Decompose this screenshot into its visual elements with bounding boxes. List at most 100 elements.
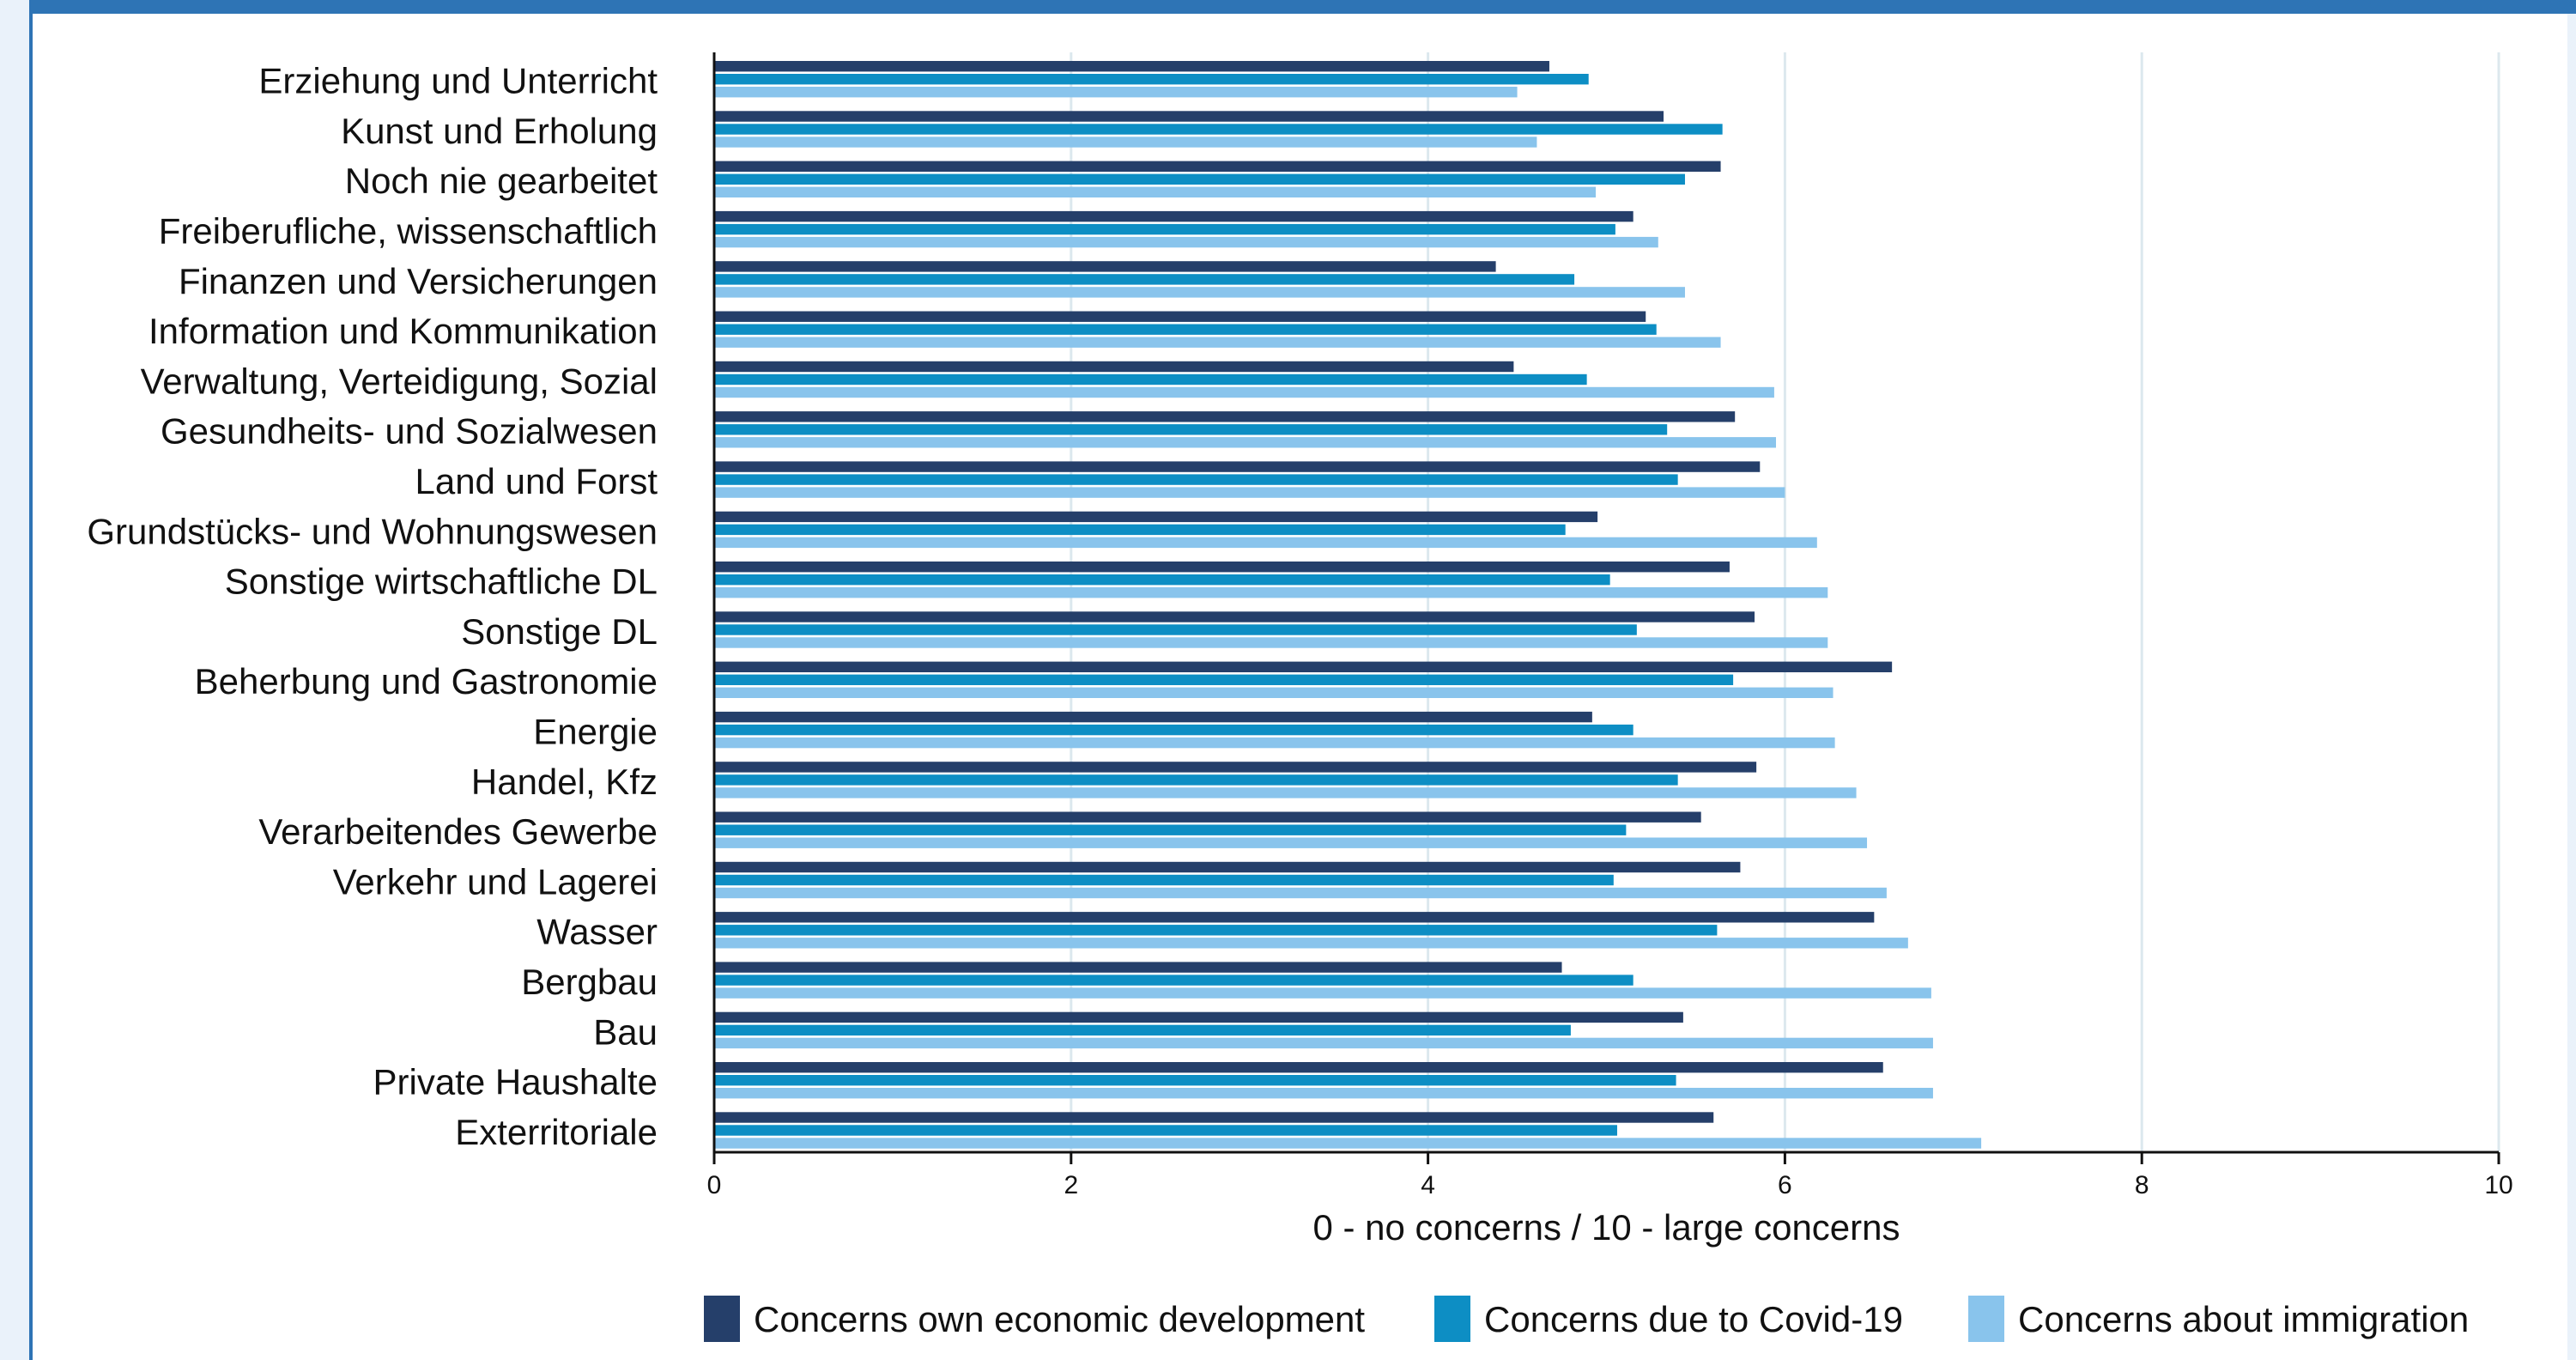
legend-swatch-series-3 — [1968, 1296, 2004, 1342]
bar-kunst-und-erholung-series-2 — [714, 124, 1723, 135]
bar-wasser-series-3 — [714, 938, 1908, 949]
bar-verarbeitendes-gewerbe-series-3 — [714, 837, 1868, 848]
chart-panel: Erziehung und Unterricht Kunst und Erholu… — [33, 14, 2567, 1360]
x-axis-title: 0 - no concerns / 10 - large concerns — [1312, 1207, 1900, 1248]
category-label: Sonstige DL — [461, 611, 658, 652]
category-label: Kunst und Erholung — [341, 111, 658, 151]
bar-erziehung-und-unterricht-series-2 — [714, 74, 1589, 85]
bar-land-und-forst-series-1 — [714, 461, 1761, 472]
bars — [714, 61, 1982, 1149]
bar-gesundheits-und-sozialwesen-series-1 — [714, 411, 1736, 422]
category-label: Exterritoriale — [455, 1112, 658, 1152]
bar-sonstige-wirtschaftliche-dl-series-2 — [714, 574, 1610, 586]
legend: Concerns own economic development Concern… — [704, 1296, 2469, 1342]
category-label: Bergbau — [521, 962, 658, 1002]
bar-exterritoriale-series-2 — [714, 1125, 1617, 1136]
x-tick-label: 10 — [2484, 1171, 2512, 1199]
bar-private-haushalte-series-3 — [714, 1088, 1933, 1099]
bar-freiberufliche-wissenschaftlich-series-2 — [714, 223, 1615, 235]
bar-sonstige-wirtschaftliche-dl-series-1 — [714, 562, 1730, 573]
bar-verkehr-und-lagerei-series-1 — [714, 861, 1741, 873]
category-label: Beherbung und Gastronomie — [195, 661, 658, 701]
bar-noch-nie-gearbeitet-series-2 — [714, 173, 1685, 185]
legend-swatch-series-2 — [1434, 1296, 1470, 1342]
bar-verwaltung-verteidigung-sozial-series-3 — [714, 386, 1774, 398]
category-label: Land und Forst — [415, 461, 658, 501]
legend-label-series-1: Concerns own economic development — [754, 1299, 1365, 1339]
x-tick-label: 2 — [1064, 1171, 1078, 1199]
x-tick-label: 4 — [1421, 1171, 1435, 1199]
bar-land-und-forst-series-3 — [714, 487, 1785, 498]
bar-beherbung-und-gastronomie-series-1 — [714, 661, 1893, 672]
bar-bau-series-1 — [714, 1011, 1683, 1023]
frame-left-border — [29, 0, 33, 1360]
bar-freiberufliche-wissenschaftlich-series-3 — [714, 236, 1658, 248]
category-label: Energie — [533, 711, 658, 751]
legend-label-series-2: Concerns due to Covid-19 — [1484, 1299, 1903, 1339]
category-label: Grundstücks- und Wohnungswesen — [87, 511, 658, 551]
bar-verarbeitendes-gewerbe-series-2 — [714, 824, 1627, 835]
x-tick-label: 0 — [707, 1171, 722, 1199]
legend-swatch-series-1 — [704, 1296, 740, 1342]
bar-gesundheits-und-sozialwesen-series-2 — [714, 424, 1668, 435]
category-label: Private Haushalte — [373, 1062, 658, 1102]
bar-verwaltung-verteidigung-sozial-series-2 — [714, 373, 1587, 386]
bar-sonstige-wirtschaftliche-dl-series-3 — [714, 587, 1828, 598]
frame-top-bar — [29, 0, 2576, 14]
bar-bau-series-2 — [714, 1024, 1571, 1036]
bar-grundst-cks-und-wohnungswesen-series-2 — [714, 524, 1566, 536]
bar-sonstige-dl-series-2 — [714, 624, 1637, 635]
bar-beherbung-und-gastronomie-series-2 — [714, 674, 1734, 685]
category-label: Information und Kommunikation — [148, 311, 658, 351]
category-label: Noch nie gearbeitet — [345, 161, 658, 201]
bar-information-und-kommunikation-series-3 — [714, 337, 1721, 348]
legend-label-series-3: Concerns about immigration — [2018, 1299, 2469, 1339]
category-label: Handel, Kfz — [471, 762, 658, 802]
category-label: Wasser — [536, 912, 658, 952]
category-label: Finanzen und Versicherungen — [179, 261, 658, 301]
x-tick-label: 6 — [1778, 1171, 1792, 1199]
bar-land-und-forst-series-2 — [714, 474, 1678, 485]
bar-verkehr-und-lagerei-series-3 — [714, 887, 1887, 899]
bar-verwaltung-verteidigung-sozial-series-1 — [714, 361, 1514, 373]
bar-information-und-kommunikation-series-1 — [714, 311, 1646, 322]
bar-handel-kfz-series-2 — [714, 774, 1678, 786]
bar-freiberufliche-wissenschaftlich-series-1 — [714, 210, 1633, 222]
bar-kunst-und-erholung-series-3 — [714, 137, 1537, 148]
bar-wasser-series-2 — [714, 925, 1718, 936]
bar-gesundheits-und-sozialwesen-series-3 — [714, 437, 1777, 448]
bar-sonstige-dl-series-1 — [714, 611, 1755, 622]
bar-private-haushalte-series-1 — [714, 1062, 1883, 1073]
bar-verkehr-und-lagerei-series-2 — [714, 874, 1614, 886]
bar-wasser-series-1 — [714, 912, 1875, 923]
bar-finanzen-und-versicherungen-series-2 — [714, 274, 1575, 285]
bar-chart: Erziehung und Unterricht Kunst und Erholu… — [87, 52, 2513, 1342]
bar-bergbau-series-2 — [714, 974, 1633, 986]
category-label: Gesundheits- und Sozialwesen — [161, 411, 658, 452]
bar-beherbung-und-gastronomie-series-3 — [714, 687, 1834, 698]
x-tick-label: 8 — [2135, 1171, 2149, 1199]
bar-grundst-cks-und-wohnungswesen-series-3 — [714, 537, 1817, 549]
bar-handel-kfz-series-3 — [714, 787, 1857, 798]
bar-kunst-und-erholung-series-1 — [714, 111, 1664, 122]
bar-erziehung-und-unterricht-series-3 — [714, 87, 1518, 98]
bar-sonstige-dl-series-3 — [714, 637, 1828, 648]
bar-handel-kfz-series-1 — [714, 762, 1757, 773]
axes: 0 2 4 6 8 10 0 - no concerns / 10 - large conc… — [707, 52, 2513, 1248]
bar-finanzen-und-versicherungen-series-1 — [714, 261, 1496, 272]
category-label: Verkehr und Lagerei — [333, 861, 658, 902]
category-label: Verwaltung, Verteidigung, Sozial — [141, 361, 658, 401]
bar-private-haushalte-series-2 — [714, 1075, 1676, 1086]
bar-grundst-cks-und-wohnungswesen-series-1 — [714, 511, 1598, 523]
bar-exterritoriale-series-3 — [714, 1138, 1982, 1149]
category-label: Verarbeitendes Gewerbe — [258, 811, 658, 852]
bar-energie-series-2 — [714, 724, 1633, 736]
bar-bergbau-series-1 — [714, 962, 1562, 973]
bar-energie-series-3 — [714, 737, 1835, 749]
bar-exterritoriale-series-1 — [714, 1112, 1714, 1123]
bar-bau-series-3 — [714, 1037, 1933, 1049]
bar-noch-nie-gearbeitet-series-3 — [714, 186, 1597, 197]
category-label: Bau — [593, 1011, 658, 1052]
bar-energie-series-1 — [714, 711, 1592, 723]
category-label: Erziehung und Unterricht — [258, 61, 658, 101]
